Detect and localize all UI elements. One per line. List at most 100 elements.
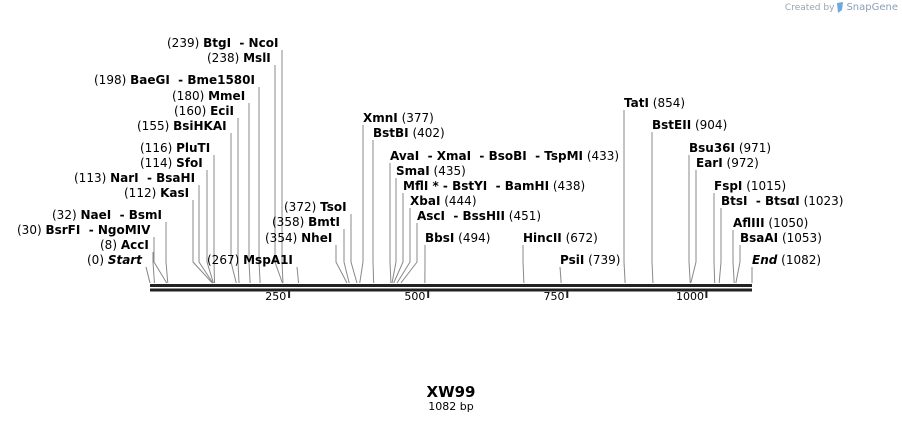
restriction-site-baegi[interactable]: (198) BaeGI - Bme1580I (94, 73, 255, 87)
restriction-site-eari[interactable]: EarI (972) (696, 156, 759, 170)
site-position: (433) (586, 149, 620, 163)
restriction-site-bsu36i[interactable]: Bsu36I (971) (689, 141, 771, 155)
restriction-site-psii[interactable]: PsiI (739) (560, 253, 620, 267)
axis-tick (566, 291, 569, 298)
site-position: (32) (52, 208, 77, 222)
site-position: (112) (124, 186, 157, 200)
site-leader-line (400, 223, 418, 284)
restriction-site-bmti[interactable]: (358) BmtI (272, 215, 340, 229)
site-leader-line (258, 87, 261, 284)
restriction-site-bsaai[interactable]: BsaAI (1053) (740, 231, 822, 245)
restriction-site-xbai[interactable]: XbaI (444) (410, 194, 477, 208)
restriction-site-msli[interactable]: (238) MslI (207, 51, 271, 65)
site-position: (494) (458, 231, 491, 245)
site-position: (904) (694, 118, 728, 132)
restriction-site-sfoi[interactable]: (114) SfoI (140, 156, 203, 170)
site-position: (155) (137, 119, 170, 133)
site-leader-line (152, 252, 155, 284)
restriction-site-kasi[interactable]: (112) KasI (124, 186, 189, 200)
restriction-site-acci[interactable]: (8) AccI (100, 238, 149, 252)
site-leader-line (359, 125, 364, 284)
axis-tick (705, 291, 708, 298)
site-position: (451) (508, 209, 542, 223)
site-position: (267) (207, 253, 240, 267)
site-name: MslI (243, 51, 271, 65)
tick-label: 750 (543, 290, 565, 303)
site-leader-line (248, 103, 251, 284)
site-position: (672) (565, 231, 598, 245)
site-position: (239) (167, 36, 200, 50)
site-name: PluTI (176, 141, 211, 155)
restriction-site-hincii[interactable]: HincII (672) (523, 231, 598, 245)
restriction-site-avai[interactable]: AvaI - XmaI - BsoBI - TspMI (433) (390, 149, 619, 163)
site-name: SmaI (396, 164, 430, 178)
site-name: NarI - BsaHI (110, 171, 196, 185)
site-name: BsaAI (740, 231, 779, 245)
site-name: XbaI (410, 194, 441, 208)
site-leader-line (389, 163, 392, 284)
restriction-site-start[interactable]: (0) Start (87, 253, 142, 267)
restriction-site-fspi[interactable]: FspI (1015) (714, 179, 786, 193)
restriction-site-mfli[interactable]: MflI * - BstYI - BamHI (438) (403, 179, 585, 193)
site-position: (402) (412, 126, 445, 140)
restriction-site-nari[interactable]: (113) NarI - BsaHI (74, 171, 195, 185)
site-position: (438) (552, 179, 586, 193)
restriction-site-bsteii[interactable]: BstEII (904) (652, 118, 727, 132)
site-leader-line (396, 208, 411, 284)
site-name: AscI - BssHII (417, 209, 505, 223)
axis-tick (427, 291, 430, 298)
site-position: (377) (401, 111, 434, 125)
snapgene-credit: Created by SnapGene (785, 2, 898, 13)
site-name: BsiHKAI (173, 119, 227, 133)
site-name: BsrFI - NgoMIV (45, 223, 151, 237)
restriction-site-end[interactable]: End (1082) (752, 253, 821, 267)
tick-label: 1000 (675, 290, 704, 303)
site-leader-line (350, 214, 358, 284)
site-name: HincII (523, 231, 562, 245)
restriction-site-mspa1i[interactable]: (267) MspA1I (207, 253, 293, 267)
site-name: EarI (696, 156, 723, 170)
restriction-site-ecii[interactable]: (160) EciI (174, 104, 234, 118)
restriction-site-asci[interactable]: AscI - BssHII (451) (417, 209, 541, 223)
site-position: (1023) (803, 194, 844, 208)
site-leader-line (145, 266, 151, 284)
site-name: Bsu36I (689, 141, 735, 155)
site-leader-line (198, 185, 214, 284)
site-leader-line (335, 245, 348, 284)
site-name: EciI (210, 104, 234, 118)
site-name: BstEII (652, 118, 692, 132)
restriction-site-bbsi[interactable]: BbsI (494) (425, 231, 490, 245)
restriction-site-smai[interactable]: SmaI (435) (396, 164, 466, 178)
restriction-site-btgi[interactable]: (239) BtgI - NcoI (167, 36, 278, 50)
site-leader-line (393, 193, 404, 284)
restriction-site-pluti[interactable]: (116) PluTI (140, 141, 210, 155)
restriction-site-mmei[interactable]: (180) MmeI (172, 89, 245, 103)
site-leader-line (651, 132, 654, 284)
site-leader-line (688, 155, 691, 284)
site-leader-line (690, 170, 697, 284)
snapgene-logo-icon (837, 2, 844, 13)
restriction-site-nhei[interactable]: (354) NheI (265, 231, 332, 245)
site-leader-line (623, 110, 626, 284)
restriction-site-btsi[interactable]: BtsI - BtsαI (1023) (721, 194, 843, 208)
backbone-bottom (150, 288, 752, 292)
site-leader-line (718, 208, 722, 284)
restriction-site-xmni[interactable]: XmnI (377) (363, 111, 434, 125)
credit-prefix: Created by (784, 2, 835, 13)
restriction-site-afliii[interactable]: AflIII (1050) (733, 216, 808, 230)
site-name: BtsI - BtsαI (721, 194, 800, 208)
restriction-site-tati[interactable]: TatI (854) (624, 96, 685, 110)
restriction-site-naei[interactable]: (32) NaeI - BsmI (52, 208, 162, 222)
site-name: AccI (120, 238, 149, 252)
site-position: (1082) (781, 253, 822, 267)
restriction-site-bstbi[interactable]: BstBI (402) (373, 126, 445, 140)
site-name: BmtI (308, 215, 340, 229)
site-position: (238) (207, 51, 240, 65)
site-name: BbsI (425, 231, 455, 245)
restriction-site-bsihkai[interactable]: (155) BsiHKAI (137, 119, 227, 133)
restriction-site-tsoi[interactable]: (372) TsoI (284, 200, 347, 214)
restriction-site-bsrfi[interactable]: (30) BsrFI - NgoMIV (17, 223, 150, 237)
site-position: (972) (726, 156, 759, 170)
site-name: AvaI - XmaI - BsoBI - TspMI (390, 149, 583, 163)
site-leader-line (732, 230, 735, 284)
